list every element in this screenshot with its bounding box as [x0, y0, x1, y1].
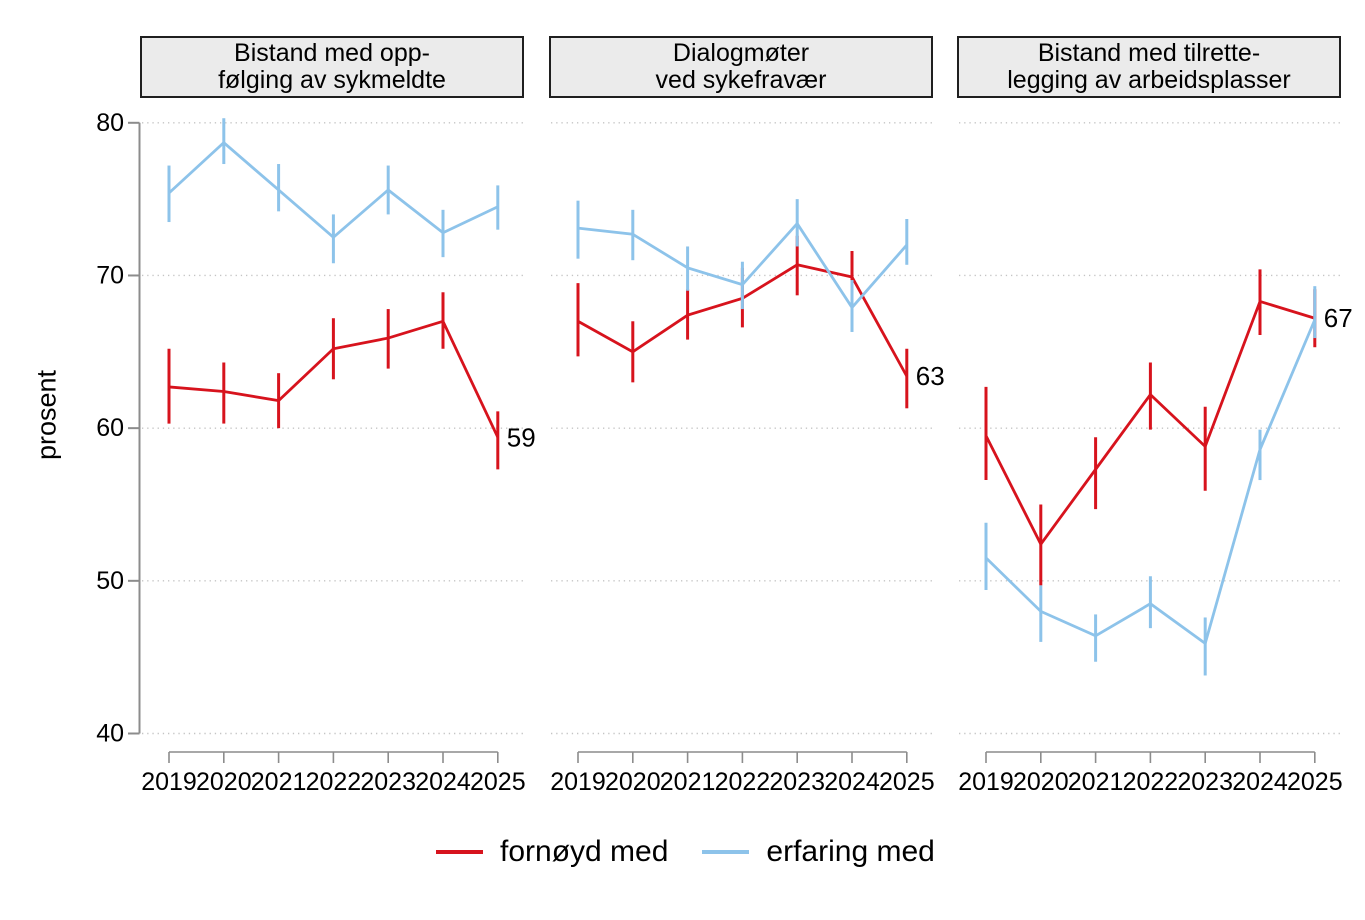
- x-tick-label: 2024: [415, 768, 471, 796]
- legend-line-erfaring: [702, 850, 750, 854]
- series-end-label-fornoyd: 67: [1324, 303, 1353, 333]
- x-tick-label: 2021: [251, 768, 307, 796]
- y-tick-label: 80: [96, 109, 124, 137]
- legend-item-erfaring: erfaring med: [702, 835, 935, 869]
- x-tick-label: 2025: [879, 768, 935, 796]
- y-tick-label: 70: [96, 261, 124, 289]
- panel-title-3: Bistand med tilrette- legging av arbeids…: [957, 36, 1341, 98]
- x-tick-label: 2019: [141, 768, 197, 796]
- legend-label-fornoyd: fornøyd med: [500, 835, 669, 868]
- series-end-label-fornoyd: 59: [507, 422, 536, 452]
- series-line-erfaring: [168, 140, 499, 240]
- legend-line-fornoyd: [436, 850, 483, 854]
- x-tick-label: 2025: [470, 768, 526, 796]
- x-tick-label: 2022: [306, 768, 362, 796]
- y-tick-label: 50: [96, 567, 124, 595]
- x-tick-label: 2020: [1013, 768, 1069, 796]
- series-line-fornoyd: [168, 319, 500, 438]
- legend: fornøyd med erfaring med: [436, 832, 935, 872]
- x-tick-label: 2022: [715, 768, 771, 796]
- series-line-erfaring: [577, 221, 908, 310]
- x-tick-label: 2022: [1123, 768, 1179, 796]
- x-tick-label: 2019: [550, 768, 606, 796]
- x-tick-label: 2021: [1068, 768, 1124, 796]
- y-axis-title: prosent: [31, 369, 62, 461]
- x-tick-label: 2024: [824, 768, 880, 796]
- panel-title-1: Bistand med opp- følging av sykmeldte: [140, 36, 524, 98]
- x-tick-label: 2023: [769, 768, 825, 796]
- x-tick-label: 2023: [360, 768, 416, 796]
- y-tick-label: 60: [96, 414, 124, 442]
- x-tick-label: 2024: [1232, 768, 1288, 796]
- legend-label-erfaring: erfaring med: [766, 835, 935, 868]
- series-line-erfaring: [985, 319, 1317, 646]
- x-tick-label: 2021: [660, 768, 716, 796]
- x-tick-label: 2025: [1287, 768, 1343, 796]
- panel-title-2: Dialogmøter ved sykefravær: [549, 36, 933, 98]
- x-tick-label: 2020: [605, 768, 661, 796]
- legend-item-fornoyd: fornøyd med: [436, 835, 668, 869]
- series-line-fornoyd: [984, 299, 1316, 547]
- series-end-label-fornoyd: 63: [916, 361, 945, 391]
- y-tick-label: 40: [96, 720, 124, 748]
- x-tick-label: 2020: [196, 768, 252, 796]
- x-tick-label: 2019: [958, 768, 1014, 796]
- x-tick-label: 2023: [1177, 768, 1233, 796]
